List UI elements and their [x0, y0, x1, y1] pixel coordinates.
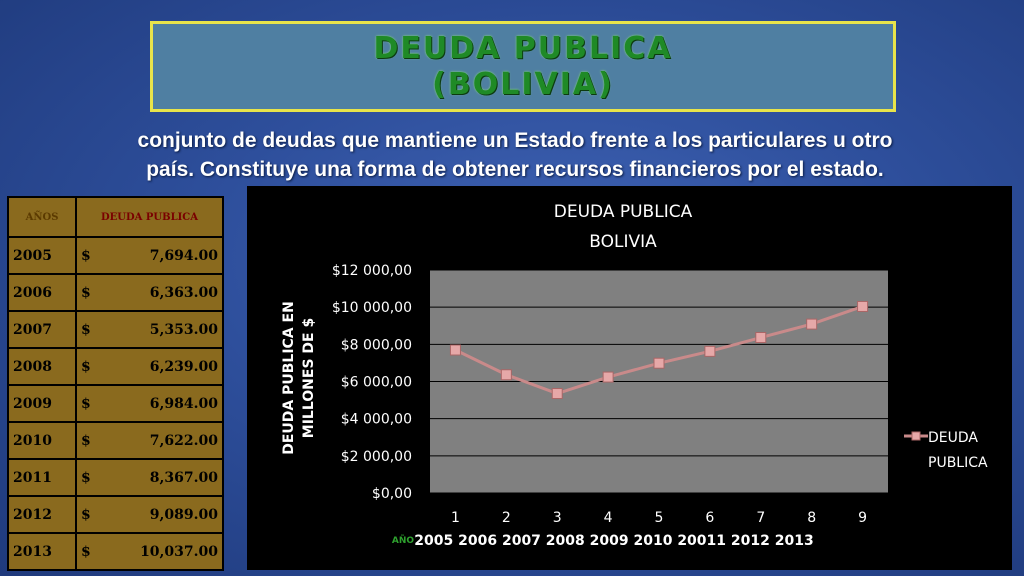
legend-label-line-2: PUBLICA: [928, 455, 988, 471]
amount-value: 9,089.00: [149, 506, 218, 523]
currency-symbol: $: [81, 543, 91, 560]
x-tick-label: 8: [807, 510, 816, 526]
legend: DEUDA PUBLICA: [904, 430, 988, 471]
x-tick-label: 4: [604, 510, 613, 526]
currency-symbol: $: [81, 284, 91, 301]
legend-marker: [911, 431, 921, 441]
description: conjunto de deudas que mantiene un Estad…: [110, 126, 920, 184]
table-row: 2011 $8,367.00: [7, 458, 224, 497]
header-debt: DEUDA PUBLICA: [75, 196, 224, 238]
data-point: [551, 388, 563, 400]
y-tick-label: $12 000,00: [332, 263, 412, 279]
y-tick-label: $0,00: [372, 486, 412, 502]
table-cell-year: 2006: [7, 273, 77, 312]
data-point: [602, 371, 614, 383]
page-subtitle: (BOLIVIA): [432, 66, 614, 102]
table-cell-year: 2007: [7, 310, 77, 349]
x-category-labels: 2005 2006 2007 2008 2009 2010 20011 2012…: [414, 533, 813, 549]
description-line-1: conjunto de deudas que mantiene un Estad…: [137, 129, 893, 152]
currency-symbol: $: [81, 247, 91, 264]
data-point: [857, 300, 869, 312]
x-tick-label: 1: [451, 510, 460, 526]
table-cell-year: 2009: [7, 384, 77, 423]
table-cell-amount: $10,037.00: [75, 532, 224, 571]
table-row: 2005 $7,694.00: [7, 236, 224, 275]
x-tick-label: 6: [705, 510, 714, 526]
table-row: 2010 $7,622.00: [7, 421, 224, 460]
table-cell-amount: $7,622.00: [75, 421, 224, 460]
currency-symbol: $: [81, 321, 91, 338]
amount-value: 6,363.00: [149, 284, 218, 301]
chart-title: DEUDA PUBLICA: [554, 202, 693, 222]
amount-value: 10,037.00: [140, 543, 218, 560]
table-cell-amount: $5,353.00: [75, 310, 224, 349]
description-line-2: país. Constituye una forma de obtener re…: [146, 158, 884, 181]
table-row: 2006 $6,363.00: [7, 273, 224, 312]
x-tick-label: 5: [655, 510, 664, 526]
chart-subtitle: BOLIVIA: [589, 232, 657, 252]
title-box: DEUDA PUBLICA (BOLIVIA): [150, 21, 896, 112]
table-body: 2005 $7,694.00 2006 $6,363.00 2007 $5,353.00 2…: [7, 236, 224, 571]
currency-symbol: $: [81, 395, 91, 412]
y-axis-label-line-2: MILLONES DE $: [301, 318, 317, 438]
chart-container: DEUDA PUBLICA BOLIVIA DEUDA PUBLICA EN M…: [247, 186, 1012, 570]
table-row: 2008 $6,239.00: [7, 347, 224, 386]
data-point: [806, 318, 818, 330]
plot-area: $0,00 $2 000,00 $4 000,00 $6 000,00 $8 000,0…: [332, 263, 888, 526]
x-tick-label: 3: [553, 510, 562, 526]
table-cell-year: 2013: [7, 532, 77, 571]
currency-symbol: $: [81, 358, 91, 375]
table-row: 2009 $6,984.00: [7, 384, 224, 423]
table-header-row: AÑOS DEUDA PUBLICA: [7, 196, 224, 238]
y-axis-label: DEUDA PUBLICA EN MILLONES DE $: [281, 301, 317, 455]
y-axis-label-line-1: DEUDA PUBLICA EN: [281, 301, 297, 455]
amount-value: 7,694.00: [149, 247, 218, 264]
table-cell-amount: $6,239.00: [75, 347, 224, 386]
table-cell-amount: $8,367.00: [75, 458, 224, 497]
table-cell-year: 2005: [7, 236, 77, 275]
x-tick-label: 2: [502, 510, 511, 526]
y-tick-label: $8 000,00: [341, 337, 412, 353]
line-chart: DEUDA PUBLICA BOLIVIA DEUDA PUBLICA EN M…: [281, 202, 988, 549]
table-cell-year: 2010: [7, 421, 77, 460]
page-title: DEUDA PUBLICA: [373, 30, 673, 66]
x-tick-label: 7: [756, 510, 765, 526]
y-tick-label: $6 000,00: [341, 375, 412, 391]
currency-symbol: $: [81, 506, 91, 523]
x-axis-label: AÑO: [392, 535, 414, 546]
y-tick-label: $2 000,00: [341, 449, 412, 465]
table-cell-amount: $6,363.00: [75, 273, 224, 312]
data-point: [500, 369, 512, 381]
data-point: [704, 345, 716, 357]
header-years: AÑOS: [7, 196, 77, 238]
data-point: [755, 332, 767, 344]
currency-symbol: $: [81, 432, 91, 449]
table-cell-year: 2008: [7, 347, 77, 386]
table-cell-amount: $6,984.00: [75, 384, 224, 423]
currency-symbol: $: [81, 469, 91, 486]
debt-table: AÑOS DEUDA PUBLICA 2005 $7,694.00 2006 $6,3…: [7, 196, 224, 571]
table-cell-amount: $9,089.00: [75, 495, 224, 534]
amount-value: 6,984.00: [149, 395, 218, 412]
legend-label-line-1: DEUDA: [928, 430, 978, 446]
table-row: 2012 $9,089.00: [7, 495, 224, 534]
amount-value: 8,367.00: [149, 469, 218, 486]
data-point: [449, 344, 461, 356]
amount-value: 6,239.00: [149, 358, 218, 375]
y-tick-label: $10 000,00: [332, 300, 412, 316]
table-row: 2007 $5,353.00: [7, 310, 224, 349]
table-row: 2013 $10,037.00: [7, 532, 224, 571]
data-point: [653, 357, 665, 369]
x-tick-label: 9: [858, 510, 867, 526]
table-cell-amount: $7,694.00: [75, 236, 224, 275]
amount-value: 7,622.00: [149, 432, 218, 449]
table-cell-year: 2012: [7, 495, 77, 534]
table-cell-year: 2011: [7, 458, 77, 497]
amount-value: 5,353.00: [149, 321, 218, 338]
y-tick-label: $4 000,00: [341, 412, 412, 428]
